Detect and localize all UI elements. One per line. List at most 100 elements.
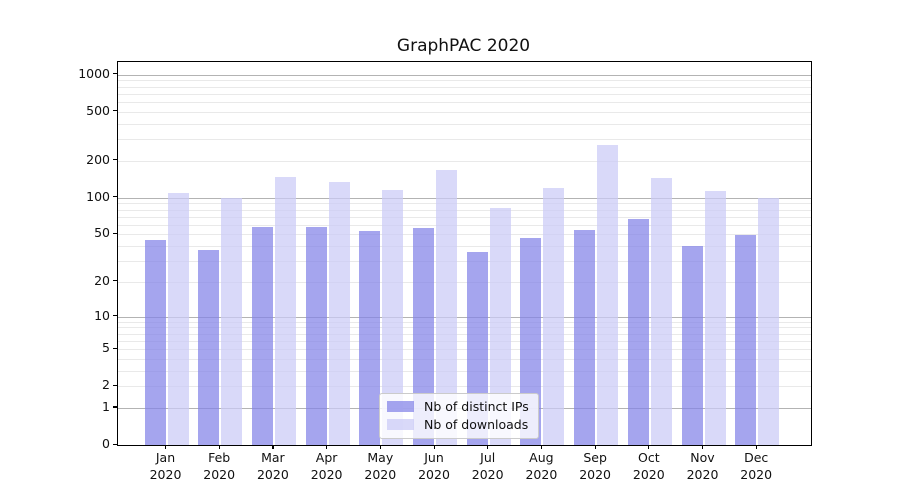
bar-distinct-ips: [735, 235, 757, 445]
y-axis-tick-label: 1000: [78, 65, 110, 81]
bar-distinct-ips: [627, 218, 649, 445]
gridline-major: [118, 197, 811, 199]
gridline-minor: [118, 209, 811, 211]
bar-downloads: [543, 188, 565, 445]
x-axis-tick-label: Jun 2020: [418, 450, 450, 482]
y-axis-tick-mark: [113, 196, 117, 198]
y-axis-tick-label: 20: [94, 272, 110, 288]
x-axis-tick-mark: [433, 445, 435, 449]
plot-area: [117, 61, 812, 446]
chart-title: GraphPAC 2020: [396, 36, 531, 56]
legend-label-downloads: Nb of downloads: [424, 417, 529, 432]
gridline-minor: [118, 358, 811, 360]
bar-downloads: [704, 191, 726, 445]
y-axis-tick-label: 100: [86, 188, 110, 204]
gridline-minor: [118, 216, 811, 218]
gridline-minor: [118, 123, 811, 125]
y-axis-tick-label: 50: [94, 225, 110, 241]
bar-distinct-ips: [413, 228, 434, 445]
y-axis-tick-mark: [113, 110, 117, 112]
x-axis-tick-label: Sep 2020: [579, 450, 611, 482]
x-axis-tick-label: Jan 2020: [149, 450, 182, 482]
bar-downloads: [436, 170, 457, 445]
bar-distinct-ips: [359, 231, 381, 445]
y-axis-tick-label: 10: [94, 307, 110, 323]
gridline-minor: [118, 261, 811, 262]
gridline-minor: [118, 86, 811, 88]
gridline-major: [118, 316, 811, 318]
y-axis-tick-mark: [113, 443, 117, 445]
x-axis-tick-label: Oct 2020: [632, 450, 665, 482]
bar-distinct-ips: [305, 226, 327, 445]
gridline-minor: [118, 93, 811, 95]
x-axis-tick-label: May 2020: [364, 450, 397, 482]
y-axis-tick-mark: [113, 73, 117, 75]
gridline-minor: [118, 203, 811, 205]
bar-distinct-ips: [144, 239, 166, 445]
y-axis-tick-mark: [113, 232, 117, 234]
y-axis-tick-label: 500: [86, 102, 110, 118]
gridline-minor: [118, 102, 811, 104]
gridline-minor: [118, 139, 811, 141]
legend-item-distinct-ips: Nb of distinct IPs: [387, 399, 529, 414]
y-axis-tick-label: 1: [102, 398, 110, 414]
x-axis-tick-mark: [755, 445, 757, 449]
legend-swatch-distinct-ips: [387, 401, 414, 412]
bar-distinct-ips: [198, 250, 220, 445]
gridline-minor: [118, 246, 811, 247]
x-axis-tick-mark: [487, 445, 489, 449]
bar-distinct-ips: [251, 226, 273, 445]
y-axis-tick-label: 200: [86, 151, 110, 167]
gridline-minor: [118, 111, 811, 113]
gridline-minor: [118, 321, 811, 323]
x-axis-tick-label: Feb 2020: [203, 450, 236, 482]
gridline-minor: [118, 224, 811, 226]
y-axis-tick-mark: [113, 384, 117, 386]
legend-label-distinct-ips: Nb of distinct IPs: [424, 399, 529, 414]
y-axis-tick-mark: [113, 406, 117, 408]
bar-distinct-ips: [574, 230, 596, 445]
bar-downloads: [274, 177, 296, 445]
bar-distinct-ips: [681, 246, 703, 445]
x-axis-tick-mark: [272, 445, 274, 449]
x-axis-tick-label: Aug 2020: [525, 450, 558, 482]
x-axis-tick-mark: [218, 445, 220, 449]
y-axis-tick-label: 2: [102, 377, 110, 393]
bar-downloads: [221, 197, 243, 445]
y-axis-tick-mark: [113, 280, 117, 282]
gridline-minor: [118, 234, 811, 236]
y-axis-tick-label: 5: [102, 340, 110, 355]
gridline-minor: [118, 340, 811, 342]
y-axis-tick-label: 0: [102, 436, 110, 451]
legend-item-downloads: Nb of downloads: [387, 417, 529, 432]
bar-downloads: [650, 177, 672, 445]
legend: Nb of distinct IPs Nb of downloads: [379, 393, 539, 439]
bar-downloads: [758, 197, 780, 445]
y-axis-tick-mark: [113, 347, 117, 349]
x-axis-tick-label: Dec 2020: [740, 450, 773, 482]
bar-downloads: [597, 145, 619, 445]
y-axis-tick-mark: [113, 159, 117, 161]
gridline-minor: [118, 349, 811, 350]
x-axis-tick-mark: [648, 445, 650, 449]
bar-downloads: [382, 190, 404, 445]
bar-downloads: [489, 208, 511, 445]
x-axis-tick-label: Mar 2020: [256, 450, 289, 482]
gridline-minor: [118, 386, 811, 388]
gridline-minor: [118, 333, 811, 335]
gridline-minor: [118, 327, 811, 329]
y-axis-tick-mark: [113, 315, 117, 317]
gridline-major: [118, 74, 811, 76]
x-axis-tick-mark: [540, 445, 543, 449]
gridline-minor: [118, 80, 811, 82]
x-axis-tick-mark: [165, 445, 167, 449]
gridline-minor: [118, 160, 811, 162]
x-axis-tick-label: Apr 2020: [310, 450, 343, 482]
x-axis-tick-label: Jul 2020: [471, 450, 504, 482]
x-axis-tick-mark: [326, 445, 328, 449]
x-axis-tick-mark: [702, 445, 704, 449]
gridline-minor: [118, 281, 811, 283]
gridline-minor: [118, 370, 811, 372]
x-axis-tick-label: Nov 2020: [686, 450, 719, 482]
